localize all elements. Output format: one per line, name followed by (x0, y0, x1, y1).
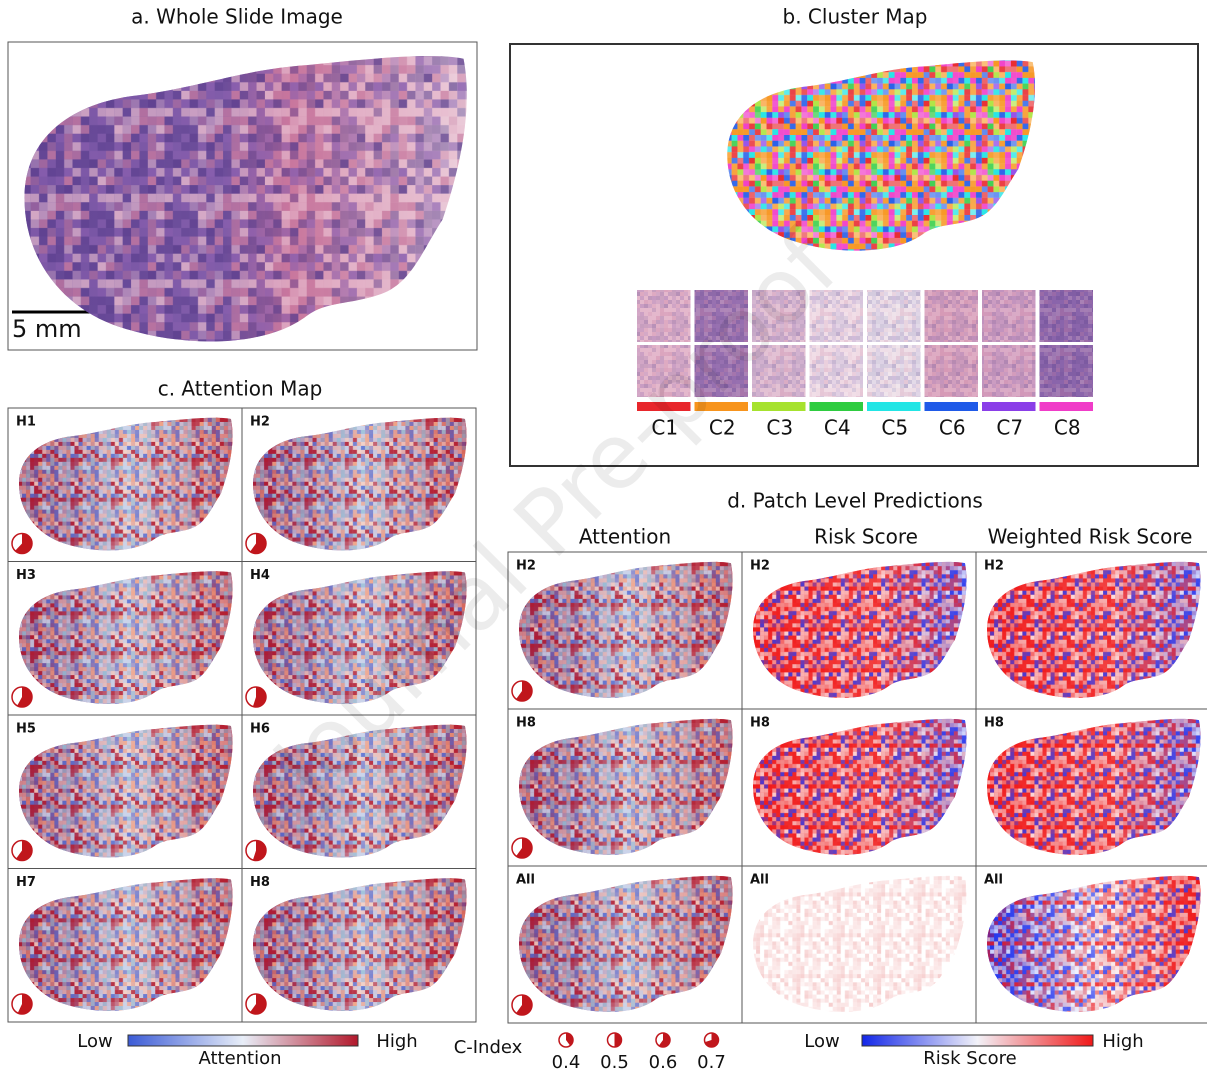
cluster-tile-tex (867, 345, 921, 397)
map-label: H8 (250, 875, 270, 890)
map-label: H3 (16, 568, 36, 583)
map-label: H8 (750, 716, 770, 731)
map-label: All (750, 873, 769, 888)
legend-title: Attention (198, 1048, 281, 1069)
c-index-value: 0.7 (697, 1052, 726, 1073)
map-label: H8 (516, 716, 536, 731)
c-index-pie (246, 841, 266, 861)
cluster-label: C5 (881, 416, 908, 440)
c-index-value: 0.6 (649, 1052, 678, 1073)
cluster-color (810, 402, 864, 411)
legend-low: Low (804, 1031, 839, 1052)
c-index-pie (246, 534, 266, 554)
cluster-tile-tex (982, 290, 1036, 342)
c-index-pie (12, 687, 32, 707)
c-index-pie (512, 681, 532, 701)
legend-high: High (376, 1031, 417, 1052)
cluster-tile-tex (925, 290, 979, 342)
cluster-tile-tex (925, 345, 979, 397)
map-label: All (516, 873, 535, 888)
map-label: H1 (16, 415, 36, 430)
c-index-pie (246, 687, 266, 707)
c-index-pie (608, 1033, 622, 1047)
figure: a. Whole Slide Image b. Cluster Map c. A… (0, 0, 1207, 1073)
column-header: Weighted Risk Score (988, 525, 1193, 549)
c-index-pie (705, 1033, 719, 1047)
legend-high: High (1102, 1031, 1143, 1052)
cluster-color (1040, 402, 1094, 411)
map-label: H2 (250, 415, 270, 430)
c-index-value: 0.4 (552, 1052, 581, 1073)
cluster-label: C3 (766, 416, 793, 440)
panel-title: d. Patch Level Predictions (727, 489, 983, 513)
cluster-color (867, 402, 921, 411)
cluster-label: C8 (1054, 416, 1081, 440)
c-index-pie (246, 994, 266, 1014)
c-index-pie (12, 994, 32, 1014)
map-label: H5 (16, 722, 36, 737)
column-header: Risk Score (814, 525, 918, 549)
cluster-label: C7 (996, 416, 1023, 440)
map-label: H4 (250, 568, 270, 583)
c-index-pie (12, 534, 32, 554)
cluster-tile-tex (810, 345, 864, 397)
cluster-color (752, 402, 806, 411)
panel-title: a. Whole Slide Image (131, 5, 343, 29)
cluster-color (982, 402, 1036, 411)
map-label: H2 (750, 559, 770, 574)
c-index-pie (512, 995, 532, 1015)
panel-title: c. Attention Map (158, 377, 323, 401)
cluster-tile-tex (982, 345, 1036, 397)
map-label: H7 (16, 875, 36, 890)
cluster-tile-tex (867, 290, 921, 342)
cluster-tile-tex (1040, 290, 1094, 342)
cluster-label: C4 (824, 416, 851, 440)
c-index-pie (12, 841, 32, 861)
legend-title: C-Index (454, 1037, 523, 1058)
c-index-pie (512, 838, 532, 858)
cluster-tile-tex (1040, 345, 1094, 397)
map-label: H8 (984, 716, 1004, 731)
c-index-value: 0.5 (600, 1052, 629, 1073)
panel-title: b. Cluster Map (783, 5, 928, 29)
map-label: H2 (984, 559, 1004, 574)
c-index-pie (656, 1033, 670, 1047)
map-label: All (984, 873, 1003, 888)
legend-low: Low (77, 1031, 112, 1052)
cluster-label: C6 (939, 416, 966, 440)
colorbar (128, 1035, 358, 1046)
scale-label: 5 mm (12, 315, 82, 343)
cluster-color (925, 402, 979, 411)
legend-title: Risk Score (923, 1048, 1016, 1069)
c-index-pie (559, 1033, 573, 1047)
colorbar (862, 1035, 1093, 1046)
